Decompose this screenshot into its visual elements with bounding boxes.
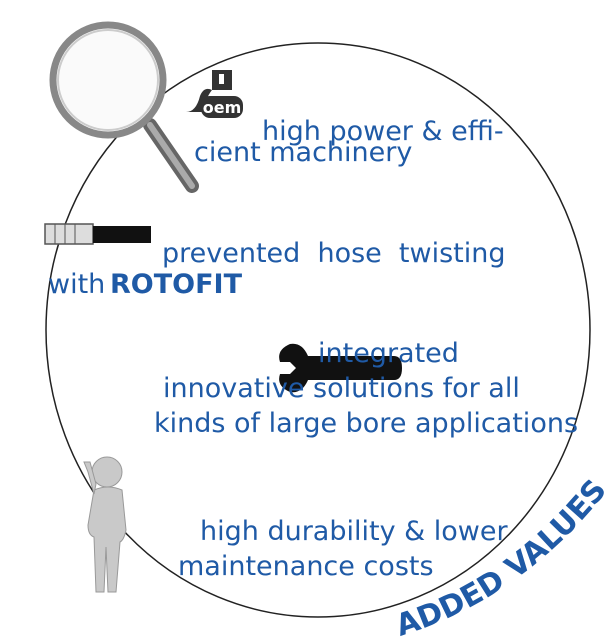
text-line: cient machinery [194, 137, 412, 168]
item-1: high power & effi- cient machinery [194, 116, 504, 168]
text-line: integrated [318, 338, 459, 369]
text-line: high durability & lower [200, 516, 508, 547]
item-3: integrated innovative solutions for all … [154, 338, 578, 439]
text-line: with [48, 269, 105, 300]
brand: ROTOFIT [110, 269, 243, 300]
magnifier [49, 21, 199, 193]
text-line: maintenance costs [178, 551, 434, 582]
text-line: kinds of large bore applications [154, 408, 578, 439]
text-line: high power & effi- [262, 116, 504, 147]
logo-text: oem [203, 98, 242, 117]
circle-frame [45, 42, 591, 618]
text-line: prevented hose twisting [162, 238, 506, 269]
text-line: innovative solutions for all [163, 373, 520, 404]
hose-icon [44, 223, 151, 245]
oem-logo: oem [186, 70, 243, 118]
item-4: high durability & lower maintenance cost… [178, 516, 508, 582]
wrench-icon [279, 343, 402, 393]
person-icon [83, 456, 127, 593]
item-2: prevented hose twisting with ROTOFIT [48, 238, 506, 300]
